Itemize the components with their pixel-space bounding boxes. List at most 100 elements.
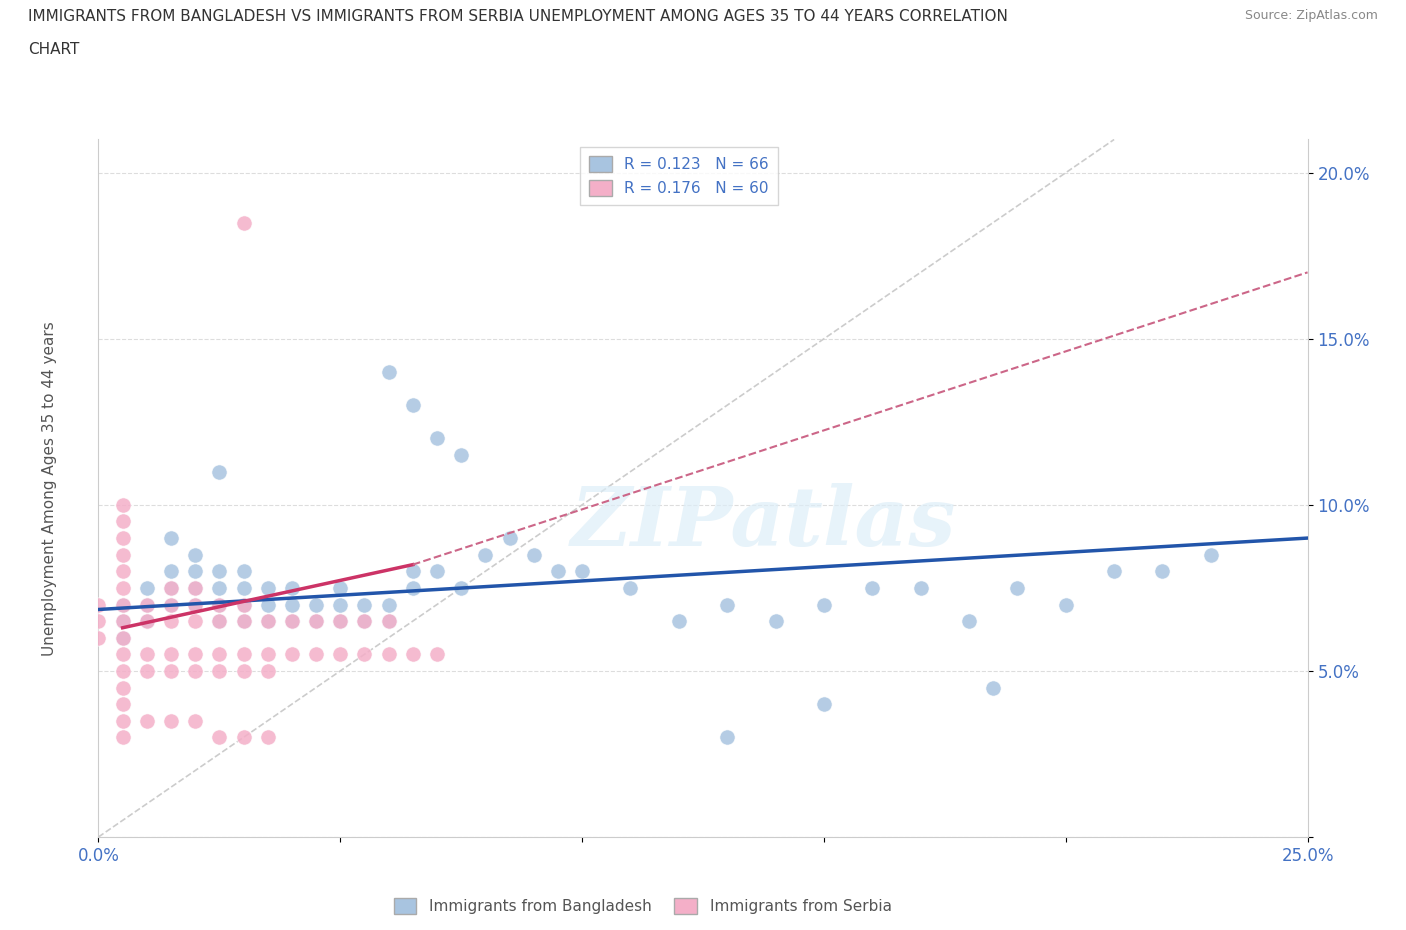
Point bbox=[111, 713, 134, 728]
Point bbox=[329, 614, 352, 629]
Point bbox=[111, 614, 134, 629]
Point bbox=[329, 597, 352, 612]
Point bbox=[111, 597, 134, 612]
Point bbox=[111, 597, 134, 612]
Point bbox=[160, 647, 183, 662]
Point bbox=[426, 647, 449, 662]
Point bbox=[135, 663, 157, 678]
Point bbox=[232, 597, 254, 612]
Point bbox=[184, 647, 207, 662]
Point bbox=[184, 597, 207, 612]
Point bbox=[281, 614, 304, 629]
Point bbox=[232, 614, 254, 629]
Point bbox=[184, 580, 207, 595]
Point bbox=[474, 547, 496, 562]
Point bbox=[160, 597, 183, 612]
Point bbox=[87, 614, 110, 629]
Point bbox=[208, 614, 231, 629]
Point bbox=[111, 647, 134, 662]
Legend: Immigrants from Bangladesh, Immigrants from Serbia: Immigrants from Bangladesh, Immigrants f… bbox=[388, 892, 897, 920]
Point bbox=[1152, 564, 1174, 578]
Point bbox=[184, 597, 207, 612]
Point bbox=[232, 580, 254, 595]
Text: Source: ZipAtlas.com: Source: ZipAtlas.com bbox=[1244, 9, 1378, 22]
Point bbox=[160, 597, 183, 612]
Point bbox=[860, 580, 883, 595]
Point bbox=[232, 215, 254, 230]
Point bbox=[353, 597, 375, 612]
Point bbox=[160, 564, 183, 578]
Point bbox=[208, 464, 231, 479]
Point bbox=[232, 647, 254, 662]
Point bbox=[1102, 564, 1125, 578]
Point bbox=[1007, 580, 1029, 595]
Point bbox=[329, 614, 352, 629]
Point bbox=[377, 365, 399, 379]
Point bbox=[135, 580, 157, 595]
Point bbox=[450, 580, 472, 595]
Point bbox=[256, 597, 278, 612]
Point bbox=[450, 447, 472, 462]
Point bbox=[910, 580, 932, 595]
Point bbox=[160, 580, 183, 595]
Point bbox=[208, 730, 231, 745]
Point bbox=[135, 647, 157, 662]
Point bbox=[184, 614, 207, 629]
Point bbox=[111, 498, 134, 512]
Point bbox=[232, 564, 254, 578]
Point bbox=[571, 564, 593, 578]
Point bbox=[619, 580, 641, 595]
Point bbox=[184, 547, 207, 562]
Text: ZIPatlas: ZIPatlas bbox=[571, 483, 956, 564]
Point bbox=[111, 631, 134, 645]
Point bbox=[135, 597, 157, 612]
Point bbox=[402, 580, 425, 595]
Point bbox=[111, 730, 134, 745]
Point bbox=[353, 614, 375, 629]
Point bbox=[160, 531, 183, 546]
Point bbox=[377, 597, 399, 612]
Point bbox=[353, 647, 375, 662]
Point bbox=[184, 564, 207, 578]
Point bbox=[208, 597, 231, 612]
Point bbox=[160, 614, 183, 629]
Point bbox=[377, 614, 399, 629]
Point bbox=[208, 564, 231, 578]
Point bbox=[377, 614, 399, 629]
Point bbox=[208, 663, 231, 678]
Point bbox=[111, 547, 134, 562]
Point bbox=[765, 614, 787, 629]
Point bbox=[135, 614, 157, 629]
Point bbox=[305, 614, 328, 629]
Point bbox=[232, 597, 254, 612]
Point bbox=[160, 580, 183, 595]
Point bbox=[232, 730, 254, 745]
Point bbox=[353, 614, 375, 629]
Point bbox=[813, 597, 835, 612]
Point bbox=[87, 597, 110, 612]
Point bbox=[256, 614, 278, 629]
Point bbox=[498, 531, 520, 546]
Point bbox=[1054, 597, 1077, 612]
Point bbox=[111, 614, 134, 629]
Point bbox=[547, 564, 569, 578]
Y-axis label: Unemployment Among Ages 35 to 44 years: Unemployment Among Ages 35 to 44 years bbox=[42, 321, 58, 656]
Point bbox=[329, 647, 352, 662]
Point bbox=[305, 614, 328, 629]
Point bbox=[281, 597, 304, 612]
Point bbox=[256, 663, 278, 678]
Point bbox=[184, 713, 207, 728]
Point bbox=[232, 614, 254, 629]
Point bbox=[426, 564, 449, 578]
Point bbox=[256, 730, 278, 745]
Point bbox=[402, 564, 425, 578]
Point bbox=[111, 564, 134, 578]
Point bbox=[184, 580, 207, 595]
Point bbox=[957, 614, 980, 629]
Point bbox=[208, 647, 231, 662]
Point bbox=[981, 680, 1004, 695]
Point bbox=[135, 597, 157, 612]
Point bbox=[377, 647, 399, 662]
Point bbox=[256, 580, 278, 595]
Point bbox=[111, 580, 134, 595]
